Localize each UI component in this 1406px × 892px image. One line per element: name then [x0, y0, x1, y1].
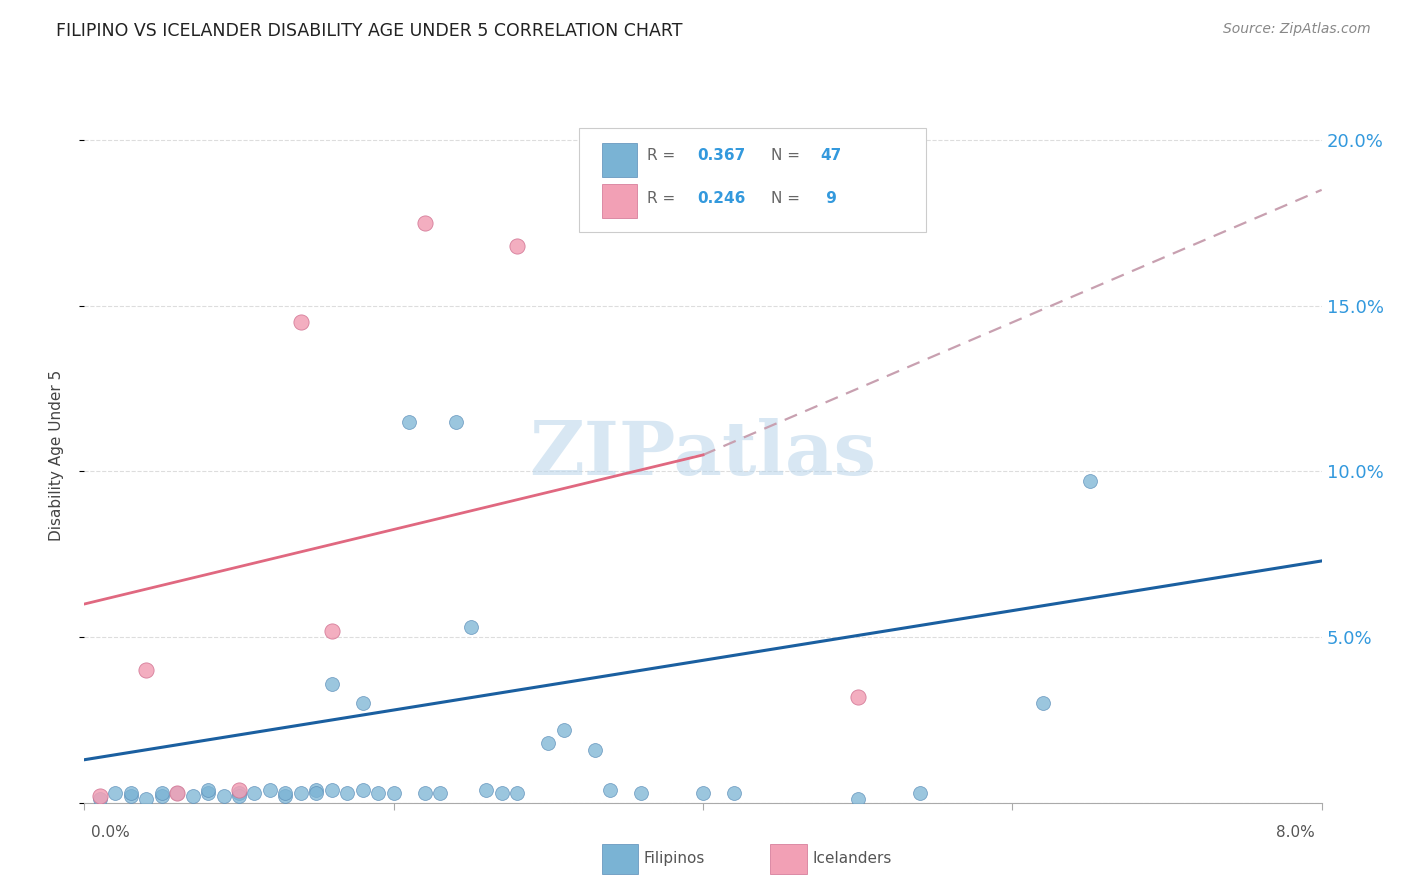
Point — [321, 676, 343, 690]
Point — [321, 624, 343, 638]
Text: 0.367: 0.367 — [697, 148, 745, 163]
Point — [1032, 697, 1054, 711]
Text: 47: 47 — [821, 148, 842, 163]
Point — [506, 239, 529, 253]
Y-axis label: Disability Age Under 5: Disability Age Under 5 — [49, 369, 63, 541]
Point — [460, 620, 482, 634]
Point — [166, 786, 188, 800]
Point — [321, 782, 343, 797]
Point — [506, 786, 529, 800]
Point — [382, 786, 405, 800]
Point — [197, 782, 219, 797]
Point — [352, 782, 374, 797]
Point — [491, 786, 513, 800]
Point — [120, 786, 142, 800]
Point — [599, 782, 621, 797]
Point — [89, 792, 111, 806]
Text: 0.246: 0.246 — [697, 191, 745, 206]
Point — [367, 786, 389, 800]
Text: 0.0%: 0.0% — [91, 825, 131, 840]
Point — [692, 786, 714, 800]
Point — [723, 786, 745, 800]
Point — [305, 782, 328, 797]
Point — [305, 786, 328, 800]
Text: N =: N = — [770, 191, 804, 206]
Text: R =: R = — [647, 148, 681, 163]
FancyBboxPatch shape — [602, 143, 637, 177]
Point — [336, 786, 359, 800]
Point — [274, 789, 297, 804]
Point — [444, 415, 467, 429]
Point — [429, 786, 451, 800]
Text: FILIPINO VS ICELANDER DISABILITY AGE UNDER 5 CORRELATION CHART: FILIPINO VS ICELANDER DISABILITY AGE UND… — [56, 22, 683, 40]
Text: Source: ZipAtlas.com: Source: ZipAtlas.com — [1223, 22, 1371, 37]
Point — [166, 786, 188, 800]
Point — [89, 789, 111, 804]
Text: N =: N = — [770, 148, 804, 163]
Point — [630, 786, 652, 800]
Point — [537, 736, 560, 750]
Point — [413, 786, 436, 800]
Point — [228, 789, 250, 804]
Point — [120, 789, 142, 804]
Point — [846, 690, 869, 704]
Point — [259, 782, 281, 797]
Point — [583, 743, 606, 757]
Point — [274, 786, 297, 800]
Text: 9: 9 — [821, 191, 837, 206]
Text: Icelanders: Icelanders — [813, 852, 891, 866]
Text: Filipinos: Filipinos — [644, 852, 706, 866]
Point — [228, 786, 250, 800]
Point — [475, 782, 498, 797]
Point — [846, 792, 869, 806]
Point — [228, 782, 250, 797]
Point — [413, 216, 436, 230]
Point — [212, 789, 235, 804]
Point — [181, 789, 204, 804]
Point — [1078, 475, 1101, 489]
Point — [290, 315, 312, 329]
Point — [135, 663, 157, 677]
Point — [553, 723, 575, 737]
Point — [352, 697, 374, 711]
Point — [290, 786, 312, 800]
Text: ZIPatlas: ZIPatlas — [530, 418, 876, 491]
Point — [908, 786, 931, 800]
FancyBboxPatch shape — [602, 184, 637, 218]
Text: 8.0%: 8.0% — [1275, 825, 1315, 840]
Point — [197, 786, 219, 800]
Point — [398, 415, 420, 429]
Point — [150, 789, 173, 804]
Point — [150, 786, 173, 800]
Point — [135, 792, 157, 806]
FancyBboxPatch shape — [579, 128, 925, 232]
Point — [243, 786, 266, 800]
Text: R =: R = — [647, 191, 681, 206]
Point — [104, 786, 127, 800]
